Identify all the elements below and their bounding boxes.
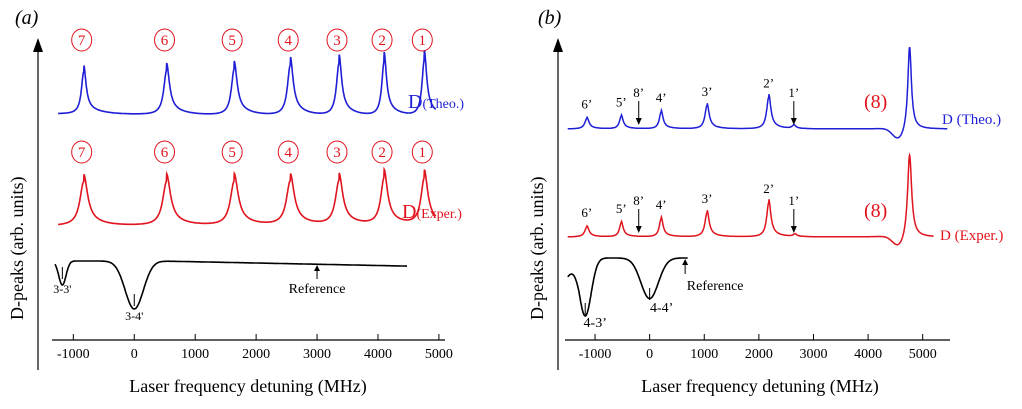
panel-b-y-arrowhead	[553, 38, 563, 52]
panel-b: (b) D-peaks (arb. units) -1000 0 1000 2000 3…	[527, 7, 1003, 397]
panel-a-series-reference	[54, 260, 407, 310]
panel-a-label: (a)	[15, 7, 39, 29]
dip-label: 3-3'	[53, 282, 71, 296]
panel-b-arrow-label: 8’	[633, 193, 644, 208]
peak-marker-number: 4	[284, 33, 292, 49]
panel-b-peak-label: 4’	[656, 90, 667, 105]
panel-b-peak-labels: 6’ 5’ 4’ 3’ 2’ 8’ 1’ 6’ 5’ 4’ 3’ 2’ 8’ 1’	[581, 76, 799, 233]
panel-a-tick-label: 1000	[181, 347, 209, 362]
peak-marker-number: 1	[419, 145, 427, 161]
peak-marker-number: 5	[228, 145, 236, 161]
dip-label: 3-4'	[125, 309, 143, 323]
peak-marker-number: 3	[333, 145, 341, 161]
panel-b-arrow-label: 8’	[633, 85, 644, 100]
panel-b-label: (b)	[538, 7, 562, 29]
dip-label: 4-4’	[650, 301, 673, 316]
panel-b-arrow-label: 1’	[788, 193, 799, 208]
panel-a-tick-label: -1000	[57, 347, 90, 362]
panel-a-theo-label: D(Theo.)	[408, 91, 464, 113]
panel-a-tick-label: 5000	[425, 347, 453, 362]
panel-b-theo-label: D (Theo.)	[942, 112, 1001, 128]
panel-b-theo-marker-8: (8)	[864, 91, 887, 113]
panel-b-arrowhead	[635, 226, 642, 233]
panel-a-ylabel: D-peaks (arb. units)	[7, 177, 28, 320]
panel-b-peak-label: 6’	[581, 97, 592, 112]
panel-a-x-ticks: -1000 0 1000 2000 3000 4000 5000	[57, 334, 453, 362]
reference-arrowhead	[314, 265, 321, 271]
peak-marker-circle	[411, 140, 433, 164]
panel-b-tick-label: 1000	[690, 347, 718, 362]
panel-b-tick-label: 2000	[745, 347, 773, 362]
panel-a-tick-label: 4000	[364, 347, 392, 362]
peak-marker-circle	[411, 28, 433, 52]
peak-marker-number: 2	[378, 145, 386, 161]
peak-marker-number: 6	[161, 145, 169, 161]
panel-a-series-theo	[58, 49, 437, 115]
peak-marker-circle	[371, 28, 393, 52]
peak-marker-number: 3	[333, 33, 341, 49]
panel-b-arrow-label: 1’	[788, 85, 799, 100]
peak-marker-circle	[71, 28, 93, 52]
panel-a-peak-markers: 7 6 5 4 3 2 1 7 6 5 4 3 2 1	[71, 28, 433, 164]
peak-marker-number: 1	[419, 33, 427, 49]
panel-b-peak-label: 5’	[616, 201, 627, 216]
panel-b-peak-label: 3’	[702, 84, 713, 99]
panel-b-tick-label: 4000	[854, 347, 882, 362]
peak-marker-number: 7	[78, 145, 86, 161]
peak-marker-circle	[154, 28, 176, 52]
peak-marker-circle	[277, 140, 299, 164]
panel-a-exper-label: D(Exper.)	[402, 201, 462, 223]
panel-a-series-exper	[58, 166, 437, 226]
panel-b-exper-marker-8: (8)	[864, 200, 887, 222]
panel-a-tick-label: 3000	[303, 347, 331, 362]
peak-marker-circle	[221, 140, 243, 164]
panel-b-peak-label: 4’	[656, 197, 667, 212]
panel-b-peak-label: 5’	[616, 94, 627, 109]
peak-marker-circle	[154, 140, 176, 164]
panel-b-xlabel: Laser frequency detuning (MHz)	[641, 376, 878, 397]
panel-b-reference-labels: 4-3’ 4-4’ Reference	[584, 259, 744, 331]
panel-a-tick-label: 0	[131, 347, 138, 362]
peak-marker-circle	[371, 140, 393, 164]
panel-a-reference-labels: 3-3' 3-4' Reference	[53, 265, 345, 323]
panel-a-y-arrowhead	[33, 38, 43, 52]
panel-b-tick-label: -1000	[579, 347, 612, 362]
panel-b-exper-label: D (Exper.)	[940, 228, 1003, 244]
peak-marker-circle	[221, 28, 243, 52]
panel-a-xlabel: Laser frequency detuning (MHz)	[129, 376, 366, 397]
panel-b-x-ticks: -1000 0 1000 2000 3000 4000 5000	[579, 334, 937, 362]
peak-marker-number: 2	[378, 33, 386, 49]
panel-b-arrowhead	[790, 226, 797, 233]
peak-marker-number: 5	[228, 33, 236, 49]
panel-b-tick-label: 0	[646, 347, 653, 362]
peak-marker-circle	[326, 140, 348, 164]
dip-label: 4-3’	[584, 316, 607, 331]
panel-a-tick-label: 2000	[242, 347, 270, 362]
peak-marker-number: 7	[78, 33, 86, 49]
peak-marker-number: 4	[284, 145, 292, 161]
panel-b-peak-label: 2’	[763, 76, 774, 91]
peak-marker-circle	[71, 140, 93, 164]
panel-b-peak-label: 6’	[581, 205, 592, 220]
peak-marker-number: 6	[161, 33, 169, 49]
panel-b-series-reference	[567, 257, 688, 317]
panel-b-tick-label: 5000	[909, 347, 937, 362]
panel-a: (a) D-peaks (arb. units) -1000 0 1000 2000 3…	[7, 7, 464, 397]
panel-b-arrowhead	[635, 118, 642, 125]
reference-label: Reference	[687, 279, 744, 294]
panel-b-series-theo	[567, 47, 948, 139]
panel-b-ylabel: D-peaks (arb. units)	[527, 177, 548, 320]
reference-label: Reference	[289, 282, 346, 297]
panel-b-peak-label: 3’	[702, 191, 713, 206]
peak-marker-circle	[277, 28, 299, 52]
panel-b-arrowhead	[790, 118, 797, 125]
reference-arrowhead	[682, 259, 689, 265]
panel-b-tick-label: 3000	[799, 347, 827, 362]
peak-marker-circle	[326, 28, 348, 52]
panel-b-peak-label: 2’	[763, 181, 774, 196]
panel-b-series-exper	[567, 152, 934, 246]
